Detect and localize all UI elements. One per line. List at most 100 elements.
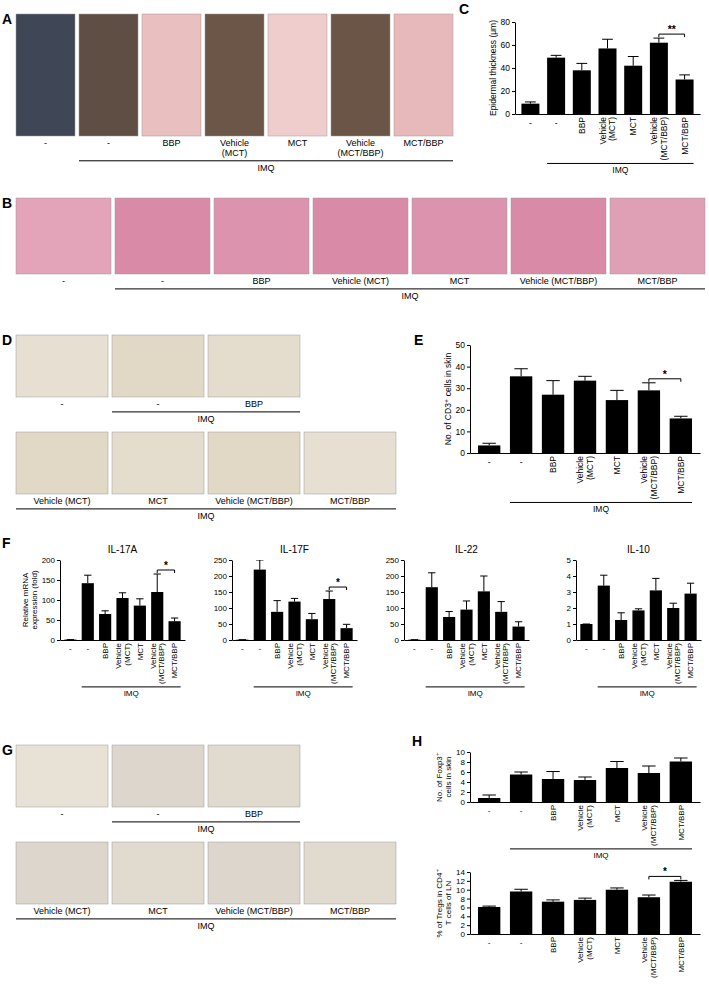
bar-chart: 050100150200--BBPVehicle(MCT)MCTVehicle(… bbox=[21, 544, 186, 698]
image-label-line: BBP bbox=[162, 138, 180, 148]
photo bbox=[16, 432, 108, 494]
y-tick: 100 bbox=[386, 604, 404, 613]
image-label: BBP bbox=[252, 276, 270, 286]
error-bar bbox=[514, 772, 527, 775]
bar bbox=[82, 583, 94, 640]
image-label: - bbox=[62, 276, 65, 286]
y-tick-label: 1 bbox=[567, 620, 572, 629]
error-bar bbox=[136, 599, 143, 606]
error-bar bbox=[482, 443, 495, 445]
image-label-line: - bbox=[44, 138, 47, 148]
image-label: - bbox=[157, 399, 160, 409]
y-tick-mark bbox=[512, 91, 515, 92]
error-bar bbox=[578, 777, 591, 780]
error-bar-stem bbox=[449, 612, 450, 617]
y-tick-mark bbox=[467, 762, 470, 763]
y-tick-mark bbox=[467, 934, 470, 935]
x-tick-label-line: MCT bbox=[628, 117, 638, 135]
y-tick: 30 bbox=[456, 383, 470, 393]
group-label: IMQ bbox=[402, 291, 419, 301]
bar-chart: 020406080--BBPVehicle(MCT)MCTVehicle(MCT… bbox=[488, 17, 701, 175]
image-label: Vehicle (MCT) bbox=[33, 906, 90, 916]
x-tick: MCT bbox=[136, 640, 145, 660]
bar bbox=[638, 390, 660, 453]
image-label: BBP bbox=[162, 138, 180, 148]
y-tick-label: 4 bbox=[567, 572, 572, 581]
x-tick: Vehicle(MCT) bbox=[576, 934, 594, 963]
error-bar bbox=[119, 593, 126, 598]
error-bar-cap bbox=[610, 390, 623, 391]
bar bbox=[510, 891, 532, 934]
x-tick-label: MCT bbox=[652, 643, 661, 660]
chart-title: IL-10 bbox=[627, 544, 650, 555]
x-axis-line bbox=[471, 934, 701, 935]
error-bar-stem bbox=[648, 766, 649, 773]
y-tick-label: 100 bbox=[386, 604, 400, 613]
x-tick-label-line: (MCT/BBP) bbox=[501, 643, 510, 684]
y-tick: 250 bbox=[214, 556, 232, 565]
error-bar bbox=[602, 39, 613, 48]
photo bbox=[16, 842, 108, 904]
x-tick: - bbox=[86, 640, 89, 653]
x-tick-label: MCT bbox=[613, 937, 622, 954]
y-tick-mark bbox=[467, 410, 470, 411]
y-tick: 4 bbox=[461, 912, 470, 921]
x-tick-label: - bbox=[520, 457, 523, 467]
photo bbox=[394, 14, 453, 136]
significance-label: * bbox=[663, 866, 667, 877]
error-bar bbox=[101, 611, 108, 614]
bar bbox=[598, 586, 610, 640]
error-bar-cap bbox=[136, 598, 143, 599]
error-bar bbox=[428, 573, 435, 587]
error-bar bbox=[273, 601, 280, 612]
image-label: MCT bbox=[148, 496, 168, 506]
y-tick-mark bbox=[467, 802, 470, 803]
error-bar bbox=[291, 598, 298, 601]
image-label-line: BBP bbox=[252, 276, 270, 286]
y-tick-mark bbox=[229, 640, 232, 641]
y-tick-mark bbox=[57, 640, 60, 641]
group-label: IMQ bbox=[593, 504, 609, 514]
x-tick: - bbox=[520, 453, 523, 467]
significance-label: ** bbox=[668, 23, 677, 35]
y-tick-mark bbox=[467, 890, 470, 891]
y-tick: 200 bbox=[386, 572, 404, 581]
photo bbox=[112, 745, 204, 807]
x-tick-label-line: MCT/BBP bbox=[170, 643, 179, 679]
photo bbox=[16, 335, 108, 397]
error-bar-cap bbox=[514, 889, 527, 890]
x-tick-label-line: Vehicle bbox=[640, 936, 649, 962]
photo bbox=[115, 198, 210, 274]
image-panel: --BBPVehicle (MCT)MCTVehicle (MCT/BBP)MC… bbox=[16, 198, 705, 301]
image-label: Vehicle (MCT/BBP) bbox=[520, 276, 598, 286]
y-tick: 10 bbox=[456, 427, 470, 437]
y-tick-mark bbox=[401, 592, 404, 593]
group-label: IMQ bbox=[258, 163, 275, 173]
bar bbox=[513, 627, 525, 640]
photo bbox=[412, 198, 507, 274]
image-label-line: Vehicle (MCT) bbox=[332, 276, 389, 286]
bar bbox=[460, 610, 472, 640]
error-bar bbox=[670, 603, 677, 608]
y-tick-label: 10 bbox=[456, 748, 465, 757]
bar-chart: 01020304050--BBPVehicle(MCT)MCTVehicle(M… bbox=[443, 340, 701, 514]
error-bar-cap bbox=[445, 611, 452, 612]
y-tick-mark bbox=[467, 899, 470, 900]
x-tick-label-line: MCT/BBP bbox=[677, 805, 686, 841]
x-tick: MCT bbox=[628, 114, 638, 135]
x-tick-label: - bbox=[241, 644, 244, 653]
group-line bbox=[82, 686, 181, 687]
x-axis: --BBPVehicle(MCT)MCTVehicle(MCT/BBP)MCT/… bbox=[516, 114, 701, 160]
x-axis: --BBPVehicle(MCT)MCTVehicle(MCT/BBP)MCT/… bbox=[471, 453, 701, 499]
error-bar-stem bbox=[466, 601, 467, 610]
x-tick: Vehicle(MCT/BBP) bbox=[639, 453, 658, 499]
panel-letter: F bbox=[2, 535, 11, 551]
error-bar bbox=[600, 575, 607, 585]
error-bar-cap bbox=[498, 601, 505, 602]
x-tick-label: - bbox=[86, 644, 89, 653]
bar-chart: 02468101214--BBPVehicle(MCT)MCTVehicle(M… bbox=[435, 866, 700, 977]
y-axis-line bbox=[470, 753, 471, 803]
bar bbox=[478, 591, 490, 640]
y-tick: 0 bbox=[460, 448, 470, 458]
error-bar-stem bbox=[658, 38, 659, 43]
